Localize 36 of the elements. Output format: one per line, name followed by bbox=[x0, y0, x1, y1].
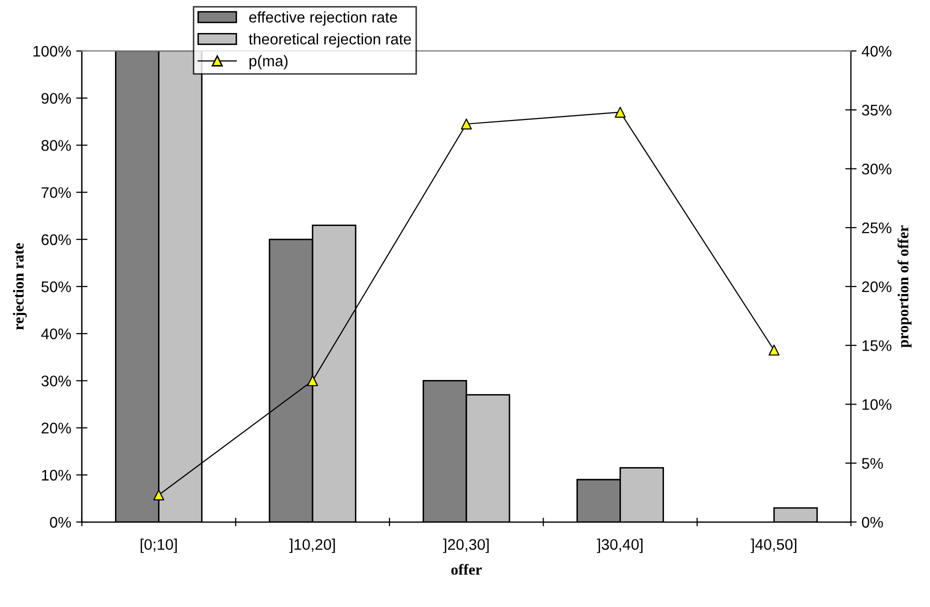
y2-axis-title: proportion of offer bbox=[898, 225, 912, 348]
y2-tick-label: 0% bbox=[862, 516, 883, 528]
y-tick-label: 90% bbox=[42, 92, 71, 104]
y-tick-label: 30% bbox=[41, 376, 71, 386]
legend-label: effective rejection rate bbox=[249, 11, 398, 26]
y-tick-label: 50% bbox=[41, 281, 71, 292]
y2-tick-label: 40% bbox=[862, 46, 892, 57]
y2-tick-label: 35% bbox=[862, 104, 892, 116]
y-tick-label: 60% bbox=[42, 234, 71, 246]
point bbox=[307, 375, 318, 386]
y-tick-label: 0% bbox=[50, 516, 71, 528]
y2-tick-label: 15% bbox=[862, 340, 892, 352]
y-tick-label: 80% bbox=[42, 140, 71, 151]
legend-label: theoretical rejection rate bbox=[248, 33, 411, 48]
y2-tick-label: 20% bbox=[862, 281, 892, 292]
x-tick-label: ]10,20] bbox=[289, 538, 335, 553]
x-axis-title: offer bbox=[451, 564, 482, 575]
y-tick-label: 100% bbox=[34, 46, 71, 57]
point bbox=[614, 106, 626, 118]
y2-tick-label: 10% bbox=[862, 399, 892, 410]
y-tick-label: 10% bbox=[42, 470, 71, 481]
point bbox=[153, 489, 164, 500]
y-tick-label: 40% bbox=[41, 328, 71, 340]
y-axis-title: rejection rate bbox=[12, 243, 27, 330]
x-tick-label: ]30,40] bbox=[596, 538, 642, 553]
y2-tick-label: 30% bbox=[862, 164, 892, 174]
y2-tick-label: 5% bbox=[862, 458, 883, 469]
legend-label: p(ma) bbox=[250, 55, 288, 70]
point bbox=[460, 118, 472, 130]
x-tick-label: ]40,50] bbox=[750, 538, 796, 553]
y2-tick-label: 25% bbox=[862, 222, 892, 234]
point bbox=[768, 344, 780, 356]
y-tick-label: 20% bbox=[42, 422, 71, 434]
y-tick-label: 70% bbox=[42, 187, 71, 198]
x-tick-label: [0;10] bbox=[140, 538, 177, 553]
x-tick-label: ]20,30] bbox=[443, 538, 489, 553]
